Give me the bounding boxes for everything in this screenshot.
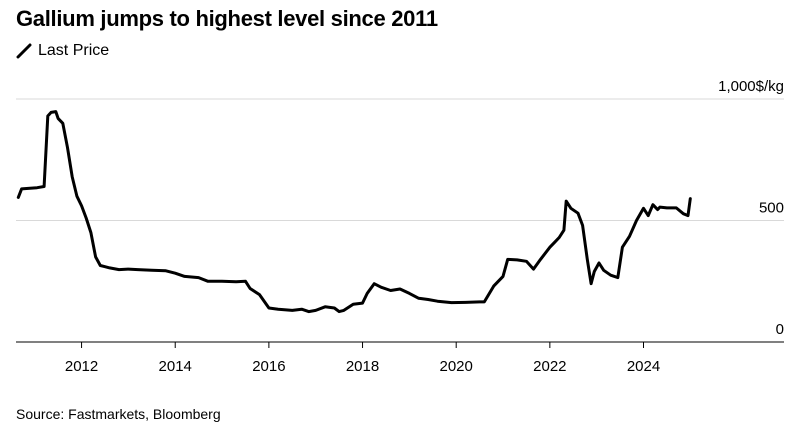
line-series-icon	[16, 43, 32, 59]
x-tick-label-2016: 2016	[252, 358, 285, 375]
x-tick-label-2024: 2024	[627, 358, 660, 375]
y-tick-label-500: 500	[759, 200, 784, 217]
x-tick-label-2020: 2020	[440, 358, 473, 375]
source-note: Source: Fastmarkets, Bloomberg	[16, 406, 221, 422]
y-tick-label-0: 0	[776, 321, 784, 338]
legend-label: Last Price	[38, 42, 110, 59]
x-tick-label-2012: 2012	[65, 358, 98, 375]
legend: Last Price	[16, 42, 109, 60]
x-tick-label-2018: 2018	[346, 358, 379, 375]
y-tick-label-1000: 1,000$/kg	[718, 78, 784, 95]
x-tick-label-2022: 2022	[533, 358, 566, 375]
x-tick-label-2014: 2014	[159, 358, 192, 375]
chart-title: Gallium jumps to highest level since 201…	[16, 6, 438, 31]
series-line-last-price	[16, 110, 692, 314]
